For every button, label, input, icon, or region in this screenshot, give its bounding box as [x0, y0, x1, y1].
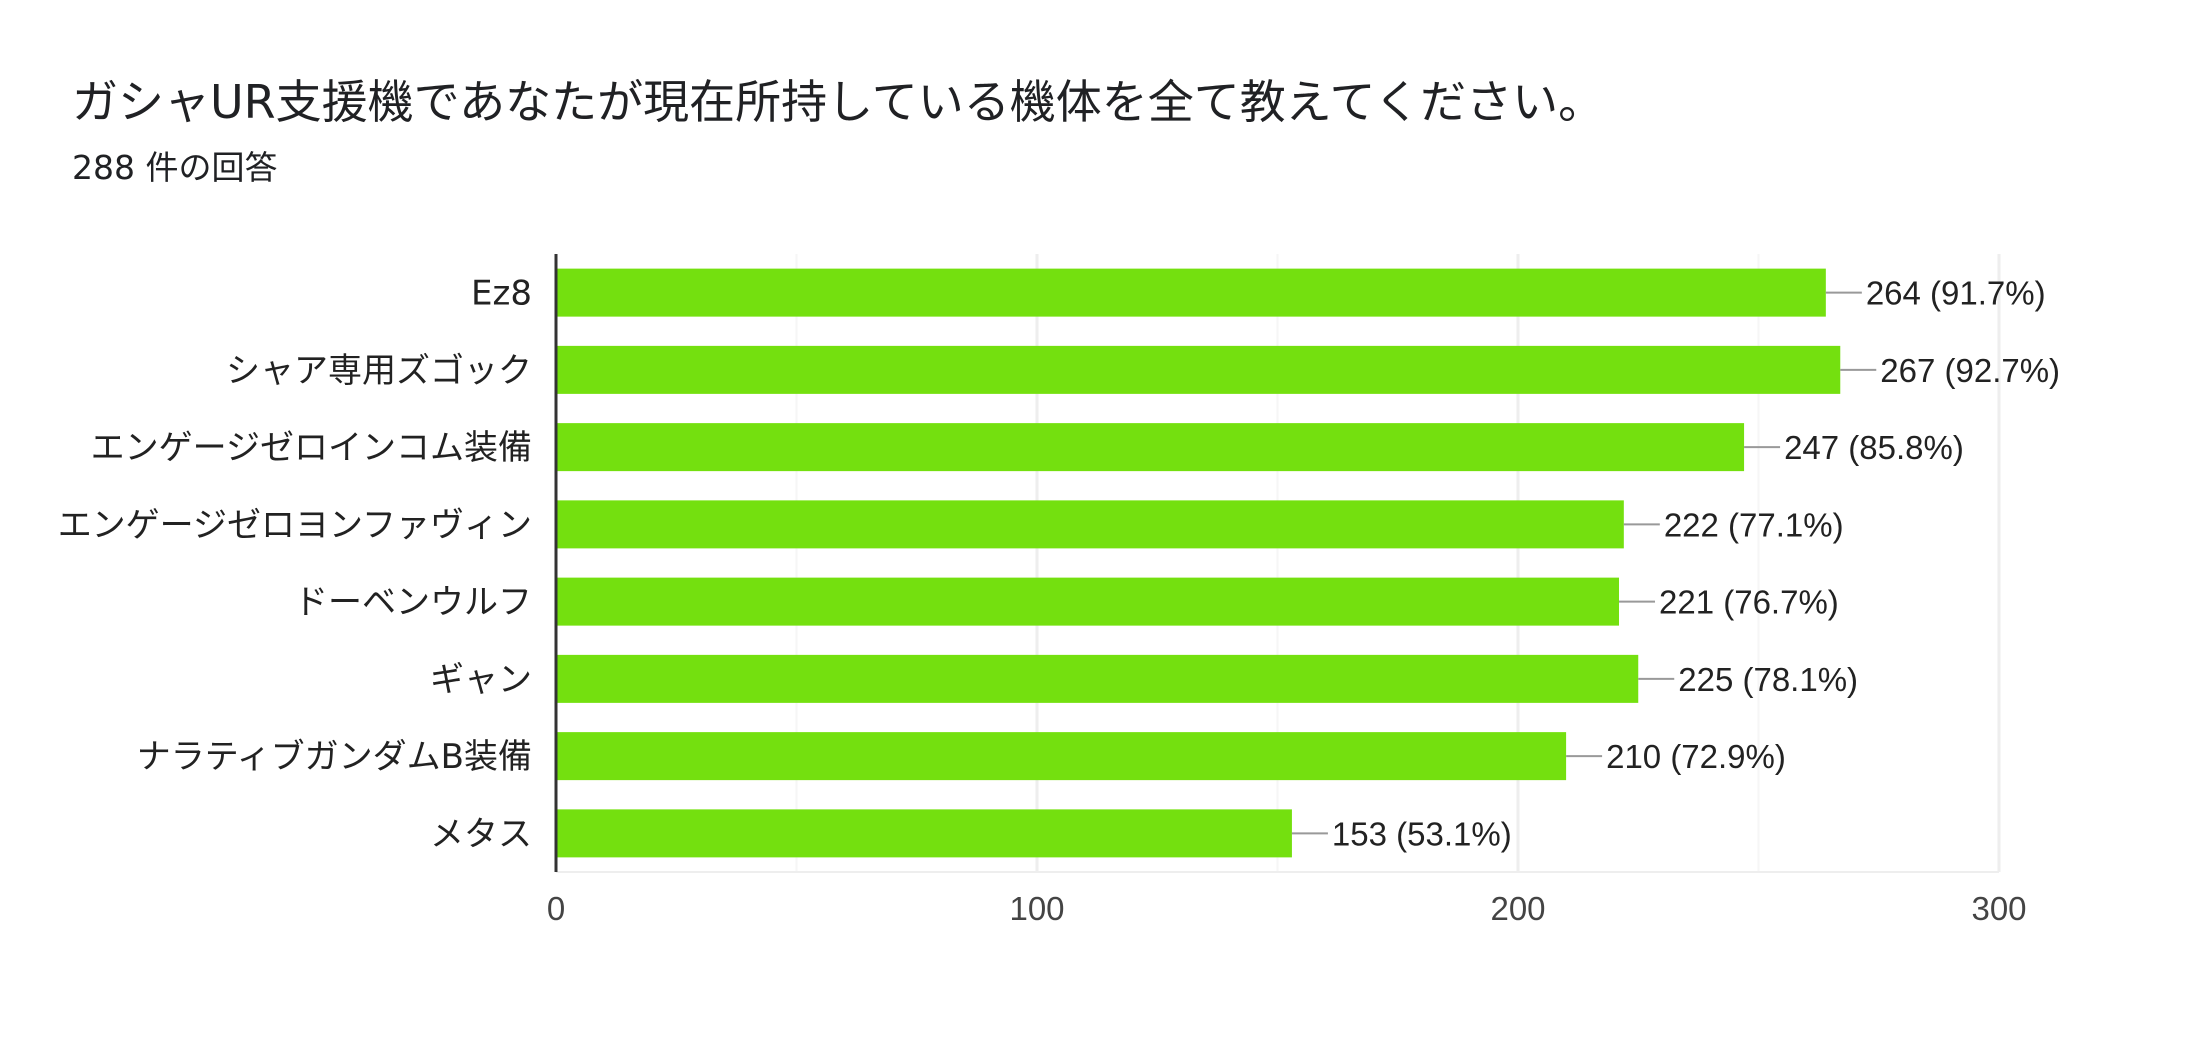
value-label: 222 (77.1%) [1664, 506, 1844, 543]
bar [556, 345, 1841, 394]
bar [556, 809, 1292, 858]
value-label: 267 (92.7%) [1880, 352, 2060, 389]
bar [556, 732, 1567, 781]
x-tick-label: 300 [1971, 890, 2026, 927]
category-label: メタス [430, 814, 532, 854]
value-label: 247 (85.8%) [1784, 429, 1964, 466]
bar [556, 654, 1639, 703]
chart-title: ガシャUR支援機であなたが現在所持している機体を全て教えてください。 [72, 75, 1605, 129]
value-label: 264 (91.7%) [1866, 275, 2046, 312]
x-tick-label: 0 [547, 890, 565, 927]
category-label: Ez8 [471, 274, 532, 314]
x-tick-label: 100 [1009, 890, 1064, 927]
x-tick-label: 200 [1490, 890, 1545, 927]
category-label: ナラティブガンダムB装備 [137, 737, 532, 777]
bar [556, 268, 1826, 317]
value-label: 221 (76.7%) [1659, 584, 1839, 621]
category-label: エンゲージゼロインコム装備 [91, 428, 532, 468]
value-label: 210 (72.9%) [1606, 738, 1786, 775]
bar [556, 577, 1620, 626]
category-label: ドーベンウルフ [294, 583, 532, 623]
value-label: 225 (78.1%) [1678, 661, 1858, 698]
category-label: エンゲージゼロヨンファヴィン [58, 505, 532, 545]
bar [556, 423, 1745, 472]
category-label: シャア専用ズゴック [226, 351, 532, 391]
response-count: 288 件の回答 [72, 148, 278, 187]
value-label: 153 (53.1%) [1332, 815, 1512, 852]
bar [556, 500, 1624, 549]
category-label: ギャン [430, 660, 532, 700]
